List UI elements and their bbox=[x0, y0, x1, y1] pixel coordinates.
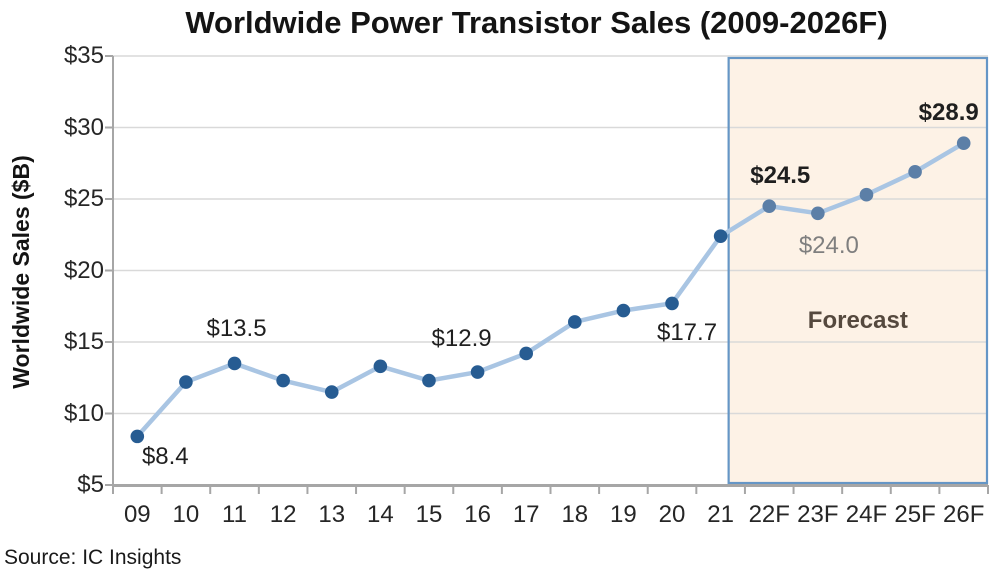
x-tick-label: 22F bbox=[748, 501, 790, 528]
data-point-marker bbox=[713, 229, 728, 243]
data-point-marker bbox=[324, 385, 339, 399]
y-tick-label: $25 bbox=[63, 185, 104, 212]
x-tick-label: 20 bbox=[658, 501, 686, 528]
data-point-marker bbox=[665, 296, 679, 311]
chart-title: Worldwide Power Transistor Sales (2009-2… bbox=[185, 5, 888, 40]
data-point-marker bbox=[811, 206, 825, 221]
x-tick-label: 09 bbox=[123, 501, 151, 528]
x-tick-label: 10 bbox=[172, 501, 200, 528]
data-point-marker bbox=[519, 346, 533, 361]
data-point-marker bbox=[179, 375, 193, 389]
data-value-label: $12.9 bbox=[431, 325, 492, 353]
x-tick-label: 19 bbox=[610, 501, 637, 528]
data-point-marker bbox=[956, 136, 971, 151]
x-tick-label: 24F bbox=[845, 501, 888, 528]
x-tick-label: 12 bbox=[269, 501, 297, 528]
x-tick-label: 13 bbox=[318, 501, 346, 528]
data-point-marker bbox=[470, 365, 485, 379]
data-value-label: $17.7 bbox=[656, 319, 718, 347]
x-tick-label: 17 bbox=[512, 501, 540, 528]
x-tick-label: 21 bbox=[707, 501, 734, 528]
data-point-marker bbox=[859, 187, 874, 202]
y-tick-label: $35 bbox=[63, 42, 104, 69]
x-tick-label: 16 bbox=[464, 501, 491, 528]
data-value-label: $8.4 bbox=[141, 443, 189, 471]
x-tick-label: 15 bbox=[415, 501, 443, 528]
data-point-marker bbox=[908, 165, 922, 179]
forecast-region-border bbox=[727, 56, 989, 485]
data-point-marker bbox=[373, 359, 388, 374]
y-tick-label: $10 bbox=[63, 399, 104, 427]
source-text: Source: IC Insights bbox=[4, 546, 182, 569]
data-point-marker bbox=[276, 373, 290, 388]
data-point-marker bbox=[130, 429, 145, 444]
data-value-label: $28.9 bbox=[918, 99, 979, 127]
data-point-marker bbox=[616, 303, 631, 318]
data-point-marker bbox=[227, 356, 242, 371]
data-point-marker bbox=[762, 199, 777, 213]
x-tick-label: 14 bbox=[367, 501, 394, 528]
y-tick-label: $20 bbox=[63, 256, 104, 284]
data-point-marker bbox=[568, 315, 582, 329]
data-point-marker bbox=[422, 373, 436, 388]
y-tick-label: $30 bbox=[63, 113, 104, 141]
data-value-label: $24.5 bbox=[750, 162, 811, 190]
y-tick-label: $5 bbox=[77, 471, 104, 498]
x-tick-label: 26F bbox=[943, 501, 985, 528]
y-tick-label: $15 bbox=[63, 328, 104, 355]
x-tick-label: 23F bbox=[797, 501, 839, 528]
forecast-label: Forecast bbox=[807, 307, 908, 334]
x-tick-label: 11 bbox=[222, 501, 247, 528]
x-tick-label: 25F bbox=[894, 501, 936, 528]
data-value-label: $24.0 bbox=[798, 232, 859, 260]
data-value-label: $13.5 bbox=[206, 315, 267, 343]
series-line bbox=[135, 140, 966, 439]
x-tick-label: 18 bbox=[561, 501, 589, 528]
